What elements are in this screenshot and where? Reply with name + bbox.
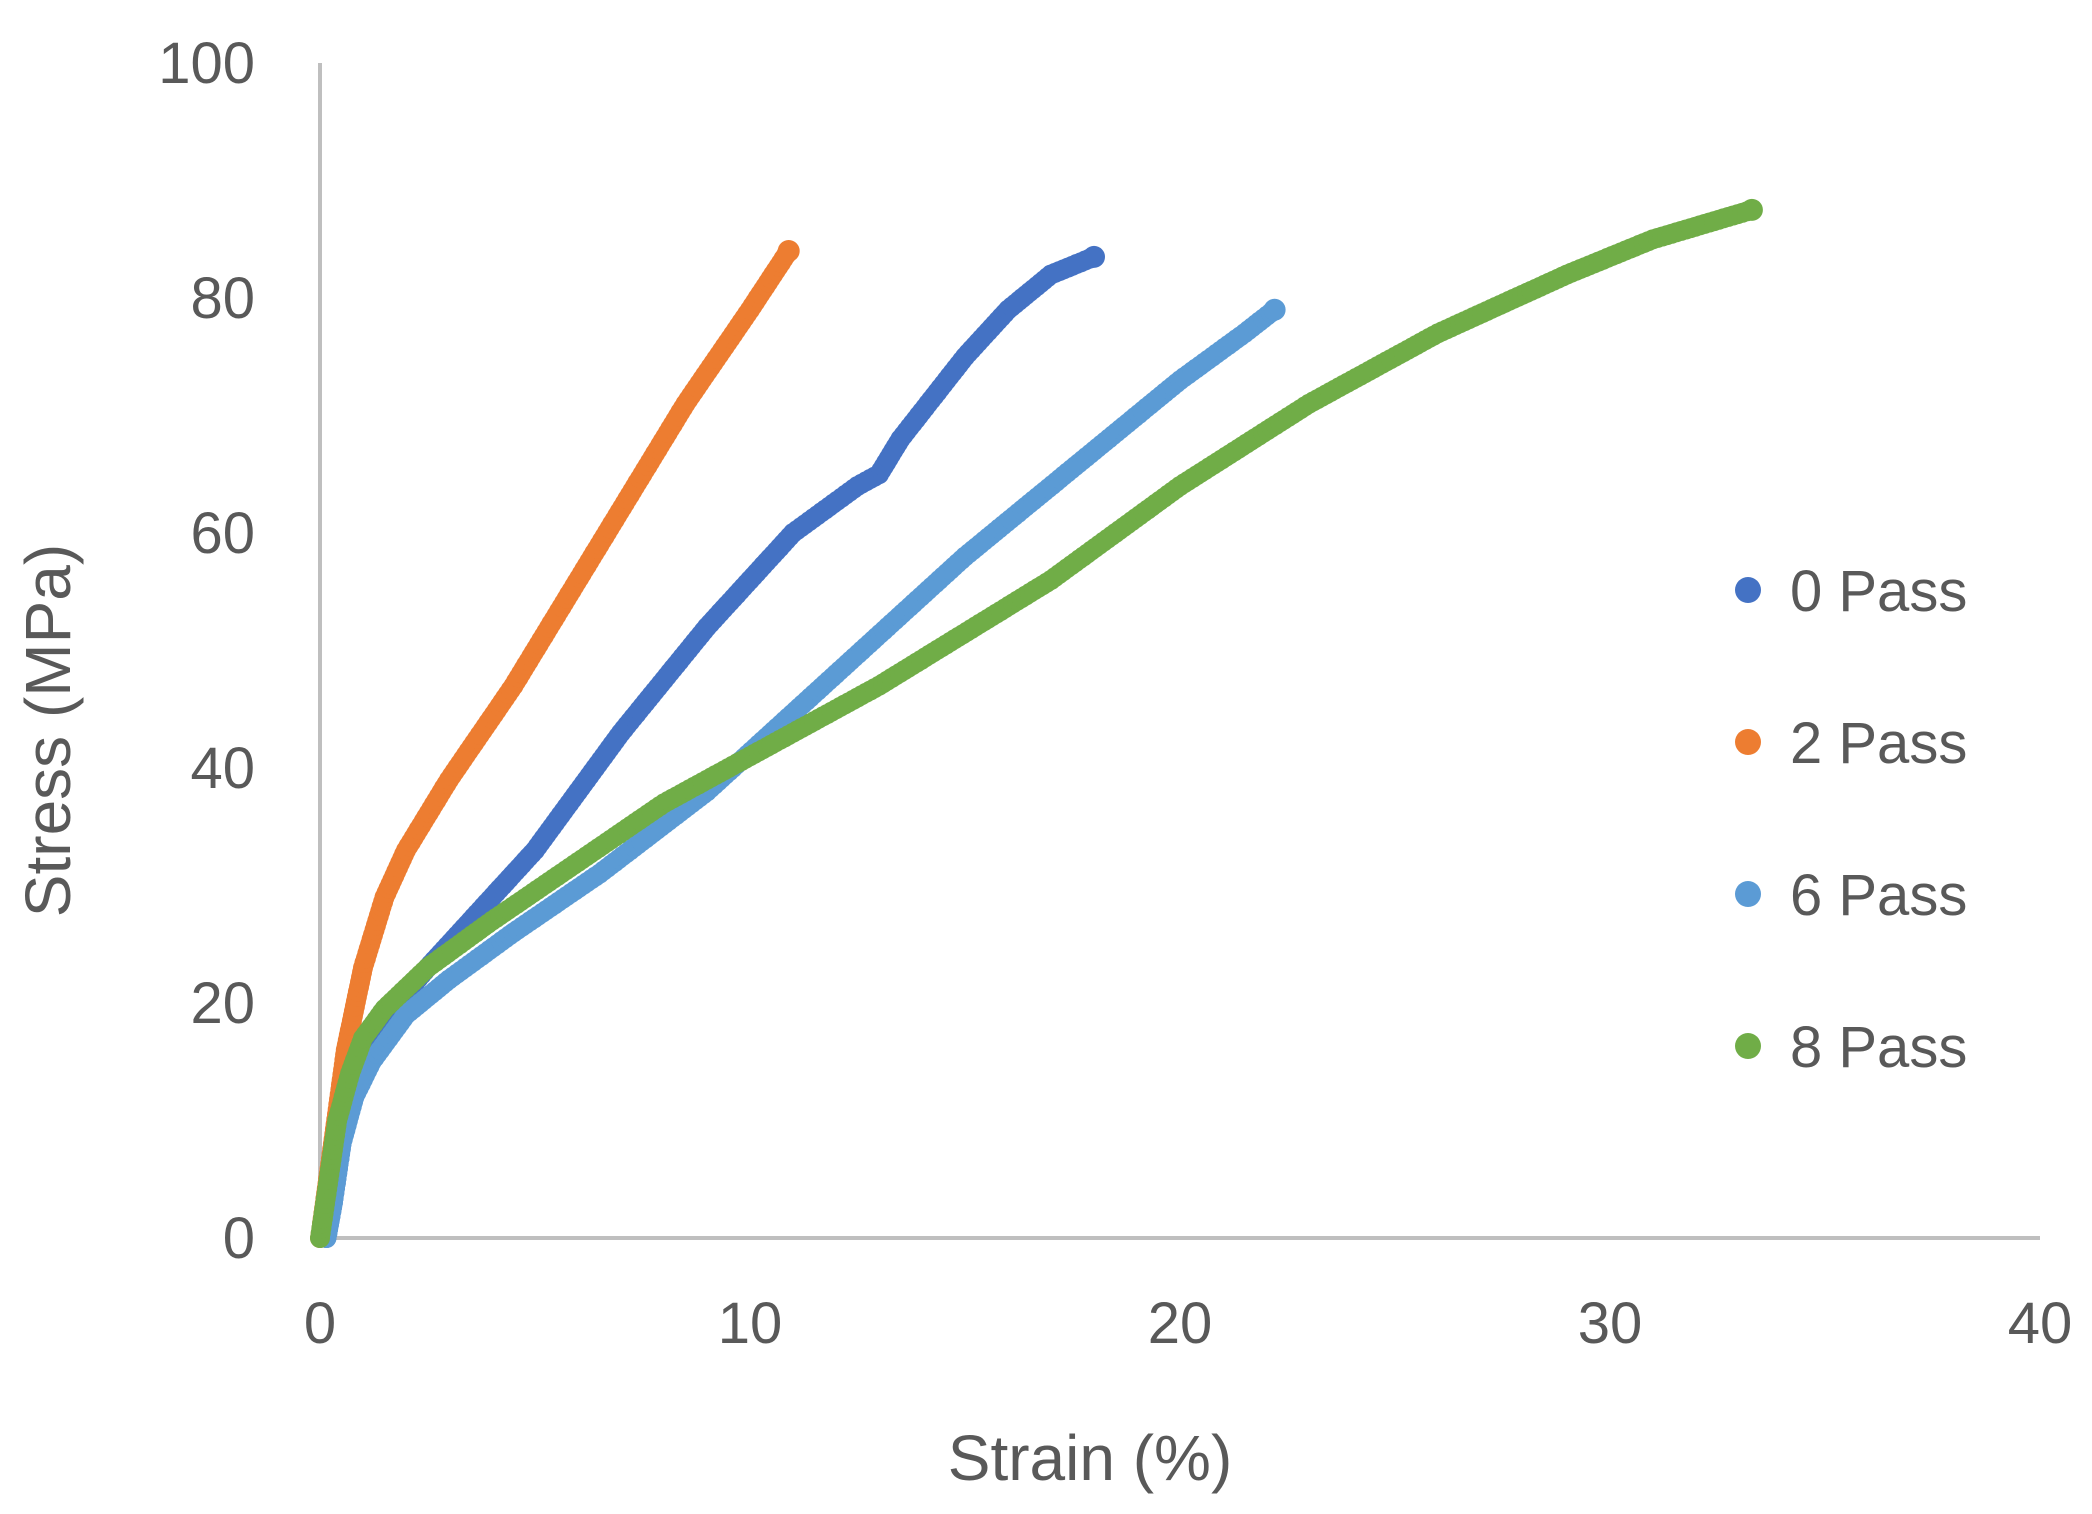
legend-label: 0 Pass xyxy=(1790,559,1967,624)
legend-item[interactable]: 6 Pass xyxy=(1735,863,1967,928)
y-tick-labels: 0 20 40 60 80 100 xyxy=(158,31,255,1271)
x-tick-label: 0 xyxy=(304,1291,336,1356)
x-tick-label: 20 xyxy=(1148,1291,1213,1356)
y-tick-label: 40 xyxy=(190,736,255,801)
legend-marker-6-pass xyxy=(1735,881,1761,907)
legend-marker-0-pass xyxy=(1735,577,1761,603)
legend-label: 8 Pass xyxy=(1790,1015,1967,1080)
series-layer xyxy=(310,198,1763,1248)
x-axis-title: Strain (%) xyxy=(948,1422,1233,1494)
series-0-pass xyxy=(316,245,1105,1248)
data-point xyxy=(777,240,800,262)
legend-marker-8-pass xyxy=(1735,1033,1761,1059)
legend-item[interactable]: 2 Pass xyxy=(1735,711,1967,776)
data-point xyxy=(1083,245,1105,268)
x-tick-label: 30 xyxy=(1578,1291,1643,1356)
y-tick-label: 80 xyxy=(190,266,255,331)
legend-label: 6 Pass xyxy=(1790,863,1967,928)
legend-item[interactable]: 8 Pass xyxy=(1735,1015,1967,1080)
y-tick-label: 100 xyxy=(158,31,255,96)
series-8-pass xyxy=(310,198,1763,1248)
y-tick-label: 0 xyxy=(223,1206,255,1271)
y-tick-label: 60 xyxy=(190,501,255,566)
legend: 0 Pass 2 Pass 6 Pass 8 Pass xyxy=(1735,559,1967,1080)
legend-label: 2 Pass xyxy=(1790,711,1967,776)
data-point xyxy=(1740,198,1763,221)
y-axis-title: Stress (MPa) xyxy=(12,544,84,917)
plot-area xyxy=(310,63,2040,1248)
legend-marker-2-pass xyxy=(1735,729,1761,755)
y-tick-label: 20 xyxy=(190,971,255,1036)
x-tick-labels: 0 10 20 30 40 xyxy=(304,1291,2072,1356)
x-tick-label: 10 xyxy=(718,1291,783,1356)
x-tick-label: 40 xyxy=(2008,1291,2073,1356)
legend-item[interactable]: 0 Pass xyxy=(1735,559,1967,624)
series-2-pass xyxy=(310,240,800,1248)
data-point xyxy=(1263,298,1286,321)
